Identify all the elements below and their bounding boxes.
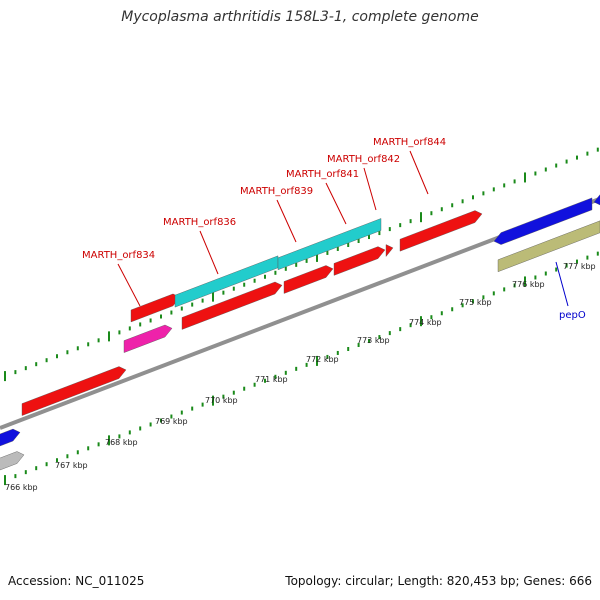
gene-arrow[interactable] bbox=[21, 366, 127, 416]
genome-summary-text: Topology: circular; Length: 820,453 bp; … bbox=[285, 574, 592, 588]
gene-label-leader bbox=[276, 199, 297, 243]
gene-label-leader bbox=[199, 230, 219, 275]
scale-tick-label: 768 kbp bbox=[105, 438, 138, 447]
gene-label[interactable]: MARTH_orf834 bbox=[82, 250, 155, 261]
scale-tick-label: 773 kbp bbox=[357, 336, 390, 345]
map-title: Mycoplasma arthritidis 158L3-1, complete… bbox=[121, 9, 479, 25]
gene-label-leader bbox=[555, 261, 569, 307]
scale-tick-labels: 766 kbp 767 kbp 768 kbp 769 kbp 770 kbp 771 k… bbox=[5, 262, 596, 492]
gene-label[interactable]: MARTH_orf844 bbox=[373, 137, 446, 148]
scale-tick-label: 774 kbp bbox=[409, 318, 442, 327]
gene-arrow[interactable] bbox=[593, 190, 600, 206]
gene-arrow[interactable] bbox=[277, 218, 382, 271]
gene-arrow[interactable] bbox=[283, 265, 334, 294]
gene-arrow[interactable] bbox=[123, 324, 173, 353]
scale-tick-label: 767 kbp bbox=[55, 461, 88, 470]
gene-label-leader bbox=[409, 150, 429, 195]
gene-arrow[interactable] bbox=[399, 210, 483, 252]
gene-track bbox=[0, 190, 600, 474]
scale-tick-label: 766 kbp bbox=[5, 483, 38, 492]
scale-tick-label: 769 kbp bbox=[155, 417, 188, 426]
gene-label[interactable]: MARTH_orf841 bbox=[286, 169, 359, 180]
gene-label[interactable]: pepO bbox=[559, 310, 586, 321]
gene-arrow[interactable] bbox=[130, 293, 181, 323]
gene-label-leader bbox=[325, 182, 347, 225]
scale-tick-label: 771 kbp bbox=[255, 375, 288, 384]
gene-arrow[interactable] bbox=[385, 244, 394, 258]
inner-tick-dots bbox=[4, 251, 599, 486]
gene-arrow[interactable] bbox=[493, 197, 593, 245]
gene-arrow[interactable] bbox=[181, 281, 283, 330]
gene-label[interactable]: MARTH_orf842 bbox=[327, 154, 400, 165]
scale-tick-label: 770 kbp bbox=[205, 396, 238, 405]
gene-arrow[interactable] bbox=[497, 220, 600, 273]
outer-tick-dots bbox=[4, 147, 599, 382]
gene-arrow[interactable] bbox=[174, 255, 279, 308]
scale-tick-label: 776 kbp bbox=[512, 280, 545, 289]
scale-tick-label: 775 kbp bbox=[459, 298, 492, 307]
gene-label-leader bbox=[117, 263, 141, 307]
gene-label[interactable]: MARTH_orf836 bbox=[163, 217, 236, 228]
gene-arrow[interactable] bbox=[0, 451, 25, 474]
scale-tick-label: 772 kbp bbox=[306, 355, 339, 364]
gene-arrow[interactable] bbox=[333, 246, 386, 276]
gene-label[interactable]: MARTH_orf839 bbox=[240, 186, 313, 197]
gene-label-leader bbox=[363, 167, 377, 211]
gene-labels: MARTH_orf834 MARTH_orf836 MARTH_orf839 MART… bbox=[82, 137, 586, 321]
scale-tick-label: 777 kbp bbox=[563, 262, 596, 271]
gene-arrow[interactable] bbox=[0, 428, 21, 450]
accession-text: Accession: NC_011025 bbox=[8, 574, 145, 588]
